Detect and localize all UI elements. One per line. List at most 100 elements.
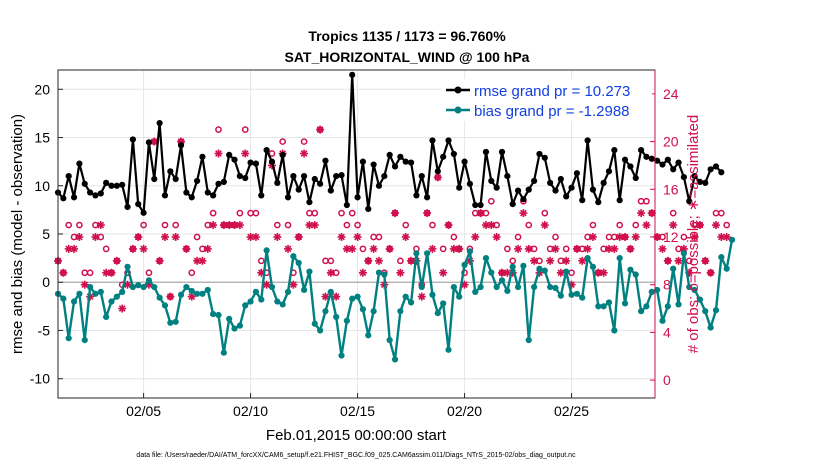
rmse-point [670, 166, 677, 173]
rmse-point [156, 119, 163, 127]
obs-assimilated-point [112, 256, 121, 265]
rmse-point [204, 189, 211, 196]
rmse-point [220, 178, 227, 186]
obs-assimilated-point [706, 268, 715, 277]
bias-point [70, 298, 78, 305]
rmse-point [482, 148, 490, 156]
obs-assimilated-point [530, 256, 539, 265]
bias-point [723, 265, 730, 272]
bias-point [135, 282, 142, 289]
rmse-point [268, 158, 276, 165]
rmse-point [231, 156, 238, 163]
rmse-point [611, 146, 618, 154]
rmse-point [386, 151, 393, 158]
bias-point [167, 319, 174, 326]
rmse-point [103, 179, 110, 186]
rmse-point [242, 174, 249, 182]
bias-point [124, 263, 131, 270]
obs-assimilated-point [444, 221, 453, 230]
obs-possible-point [172, 221, 180, 229]
obs-assimilated-point [316, 125, 325, 134]
bias-point [92, 290, 99, 297]
obs-assimilated-point [433, 173, 442, 182]
obs-assimilated-point [658, 244, 667, 253]
rmse-point [327, 187, 334, 194]
bias-point [145, 277, 153, 284]
bias-point [686, 283, 693, 291]
obs-assimilated-point [588, 232, 597, 241]
bias-point [381, 271, 388, 278]
bias-point [317, 327, 324, 334]
bias-point [621, 300, 629, 307]
obs-possible-point [343, 221, 351, 229]
obs-assimilated-point [514, 244, 523, 253]
obs-possible-point [279, 138, 287, 145]
obs-assimilated-point [64, 244, 73, 253]
obs-assimilated-point [300, 149, 309, 158]
obs-assimilated-point [492, 232, 501, 241]
y-left-tick-label: -10 [30, 371, 50, 387]
bias-point [627, 266, 634, 273]
rmse-point [536, 150, 543, 158]
obs-assimilated-point [621, 232, 630, 241]
obs-assimilated-point [476, 209, 485, 218]
obs-possible-point [669, 209, 677, 217]
rmse-point [434, 168, 441, 175]
right-axis-ticks: 0 4 8 12 16 20 24 [650, 86, 679, 388]
rmse-point [424, 194, 431, 201]
rmse-point [381, 173, 388, 180]
obs-assimilated-point [695, 221, 704, 230]
bias-point [349, 295, 356, 302]
obs-assimilated-point [326, 268, 335, 277]
rmse-point [86, 189, 94, 196]
y-left-tick-label: 5 [42, 226, 50, 242]
obs-assimilated-point [289, 280, 298, 289]
obs-assimilated-point [471, 232, 480, 241]
x-tick-label: 02/20 [447, 403, 482, 419]
obs-possible-point [717, 209, 725, 217]
obs-possible-point [102, 245, 110, 253]
obs-assimilated-point [717, 232, 726, 241]
obs-assimilated-point [321, 292, 330, 301]
rmse-point [161, 192, 169, 199]
rmse-point [370, 161, 377, 168]
rmse-point [707, 166, 714, 173]
bias-point [584, 255, 591, 262]
rmse-point [654, 157, 661, 164]
obs-possible-point [643, 197, 650, 205]
obs-assimilated-point [305, 221, 314, 230]
obs-possible-point [429, 221, 436, 229]
obs-possible-point [685, 257, 693, 265]
obs-assimilated-point [241, 149, 250, 158]
obs-possible-point [241, 126, 249, 133]
obs-assimilated-point [428, 244, 437, 253]
bias-point [654, 286, 661, 294]
obs-possible-point [300, 138, 308, 145]
obs-possible-point [487, 197, 495, 205]
bias-point [456, 293, 463, 300]
x-tick-label: 02/25 [554, 403, 589, 419]
bias-point [284, 288, 292, 295]
bias-point [258, 296, 265, 303]
legend-rmse-marker [454, 86, 462, 94]
rmse-point [129, 136, 136, 143]
rmse-point [493, 184, 500, 191]
rmse-point [247, 159, 254, 166]
bias-point [327, 288, 334, 295]
bias-point [407, 299, 415, 306]
bias-point [306, 268, 313, 275]
rmse-point [552, 187, 559, 194]
bias-point [177, 291, 185, 298]
rmse-point [573, 170, 580, 177]
rmse-point [172, 175, 179, 183]
obs-possible-point [161, 221, 169, 229]
rmse-point [488, 177, 495, 185]
rmse-point [349, 71, 356, 78]
obs-assimilated-point [182, 244, 191, 253]
rmse-point [627, 163, 634, 170]
rmse-point [338, 172, 345, 179]
obs-assimilated-point [209, 221, 218, 230]
rmse-point [584, 137, 591, 144]
rmse-point [664, 156, 671, 163]
bias-series [54, 236, 736, 363]
